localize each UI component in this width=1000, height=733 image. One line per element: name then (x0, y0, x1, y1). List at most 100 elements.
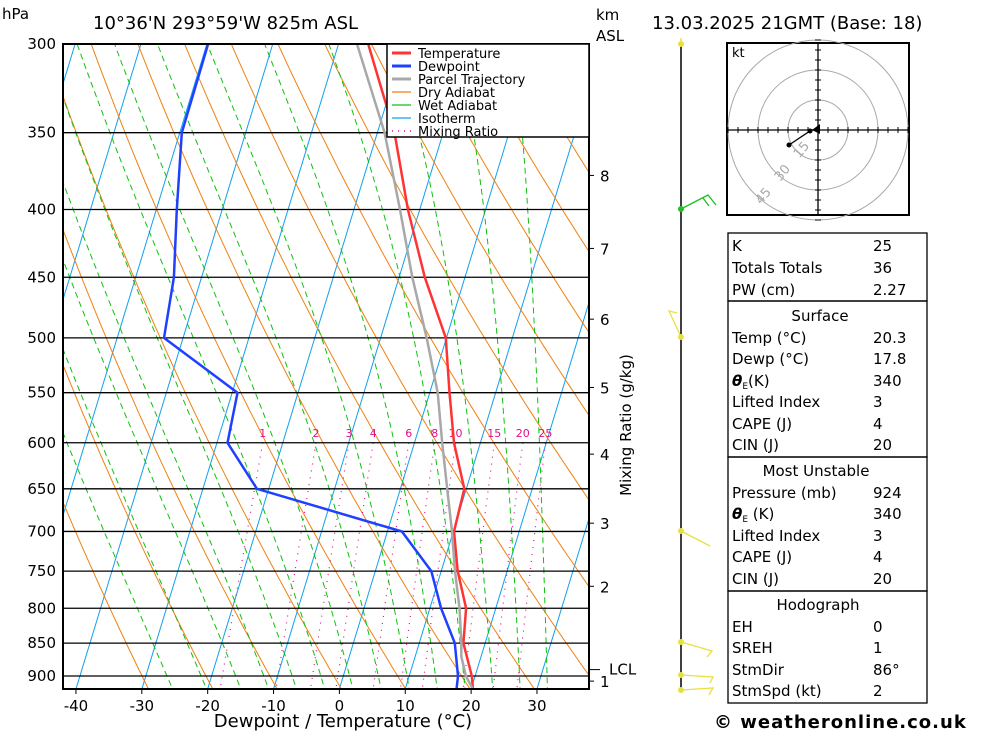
wet-adiabat-line (63, 347, 208, 689)
isotherm-line (273, 44, 471, 689)
mu-li-label: Lifted Index (732, 527, 820, 545)
wet-adiabat-line (513, 44, 548, 689)
wet-adiabat-line (206, 44, 410, 689)
totals-totals-label: Totals Totals (731, 259, 823, 277)
mixing-ratio-line (309, 442, 350, 689)
wind-point-300 (678, 41, 684, 47)
surface-temp-label: Temp (°C) (731, 329, 806, 347)
surface-li-value: 3 (873, 393, 883, 411)
mixing-ratio-label: 1 (259, 427, 266, 440)
dry-adiabat-line (370, 44, 589, 417)
mixing-ratio-label: 4 (370, 427, 377, 440)
dry-adiabat-line (63, 228, 278, 689)
wind-barb-700 (678, 528, 711, 547)
mixing-ratio-line (492, 442, 524, 689)
hodograph-indices-box (727, 590, 928, 704)
lcl-label: LCL (609, 661, 637, 679)
km-tick-label: 5 (600, 379, 610, 397)
mu-cin-label: CIN (J) (732, 570, 779, 588)
wet-adiabat-line (63, 431, 174, 689)
surface-cin-value: 20 (873, 436, 892, 454)
dry-adiabat-line (63, 501, 150, 689)
dry-adiabat-line (324, 44, 589, 501)
legend-box (386, 43, 590, 138)
surface-cin-label: CIN (J) (732, 436, 779, 454)
mu-pressure-label: Pressure (mb) (732, 484, 837, 502)
x-tick-label: 10 (396, 697, 415, 715)
pressure-tick-label: 400 (27, 201, 56, 219)
legend-entry: Isotherm (418, 112, 476, 127)
hodograph-point (807, 128, 813, 134)
wind-barb-850 (678, 639, 714, 658)
x-axis-title: Dewpoint / Temperature (°C) (214, 711, 472, 732)
mu-cin-value: 20 (873, 570, 892, 588)
isotherm-line (207, 44, 405, 689)
sreh-value: 1 (873, 639, 883, 657)
k-index-label: K (732, 237, 743, 255)
wind-barb-900 (678, 672, 715, 684)
dry-adiabat-line (90, 44, 407, 689)
surface-temp-value: 20.3 (873, 329, 906, 347)
dewpoint-line (162, 44, 460, 689)
background-lines (63, 44, 589, 689)
isotherm-line (141, 44, 340, 689)
legend-entry: Wet Adiabat (418, 99, 497, 114)
legend-entry: Parcel Trajectory (418, 73, 526, 88)
dry-adiabat-line (184, 44, 535, 689)
profiles (162, 44, 475, 689)
isotherm-line (536, 516, 589, 689)
isotherm-line (338, 44, 537, 689)
stmdir-label: StmDir (732, 661, 785, 679)
surface-dewp-label: Dewp (°C) (732, 350, 809, 368)
isotherm-line (63, 44, 142, 302)
dry-adiabat-line (464, 44, 589, 253)
most-unstable-title: Most Unstable (763, 462, 870, 480)
pressure-tick-label: 600 (27, 434, 56, 452)
km-tick-label: 1 (600, 673, 610, 691)
km-tick-label: 8 (600, 167, 610, 185)
mixing-ratio-label: 20 (516, 427, 530, 440)
mixing-ratio-label: 25 (538, 427, 552, 440)
wet-adiabat-line (63, 96, 298, 689)
temperature-line (367, 44, 475, 689)
surface-li-label: Lifted Index (732, 393, 820, 411)
x-tick-label: 20 (462, 697, 481, 715)
pressure-tick-label: 700 (27, 522, 56, 540)
surface-title: Surface (791, 307, 848, 325)
km-tick-label: 4 (600, 446, 610, 464)
wind-profile (667, 38, 717, 696)
x-tick-label: -40 (64, 697, 89, 715)
surface-cape-value: 4 (873, 415, 883, 433)
height-ref-label: ASL (596, 27, 625, 45)
pressure-gridlines (63, 43, 589, 677)
mixing-ratio-label: 6 (405, 427, 412, 440)
wet-adiabat-line (63, 258, 242, 689)
km-tick-label: 6 (600, 311, 610, 329)
copyright-link[interactable]: © weatheronline.co.uk (714, 712, 967, 733)
x-tick-label: -10 (261, 697, 286, 715)
x-tick-label: -30 (130, 697, 155, 715)
pressure-tick-label: 800 (27, 599, 56, 617)
height-unit-label: km (596, 6, 619, 24)
location-title: 10°36'N 293°59'W 825m ASL (93, 13, 358, 34)
isotherm-line (75, 44, 274, 689)
wet-adiabat-line (63, 180, 270, 689)
mu-cape-label: CAPE (J) (732, 548, 792, 566)
stmspd-label: StmSpd (kt) (732, 682, 822, 700)
legend-entry: Mixing Ratio (418, 125, 498, 140)
pressure-tick-label: 650 (27, 480, 56, 498)
k-index-value: 25 (873, 237, 892, 255)
temperature-axis-labels: -40 -30 -20 -10 0 10 20 30 (64, 689, 547, 715)
isotherm-line (63, 44, 208, 518)
x-tick-label: 30 (527, 697, 546, 715)
wet-adiabat-line (458, 44, 521, 689)
km-tick-label: 3 (600, 515, 610, 533)
surface-cape-label: CAPE (J) (732, 415, 792, 433)
km-tick-label: 7 (600, 240, 610, 258)
pressure-tick-label: 350 (27, 124, 56, 142)
mixing-ratio-line (219, 442, 264, 689)
indices-table: K 25 Totals Totals 36 PW (cm) 2.27 Surfa… (727, 232, 928, 704)
pressure-tick-label: 450 (27, 268, 56, 286)
pressure-unit-label: hPa (2, 5, 29, 23)
dry-adiabat-line (230, 44, 589, 677)
